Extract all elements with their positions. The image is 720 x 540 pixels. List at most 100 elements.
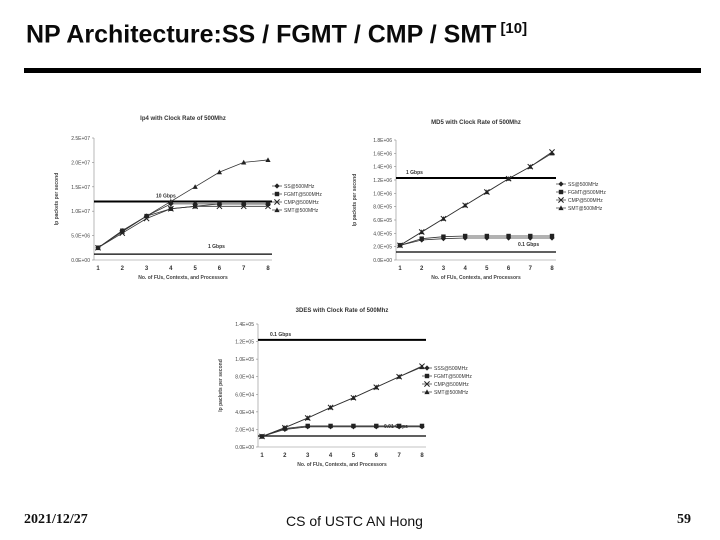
slide-title-text: NP Architecture:SS / FGMT / CMP / SMT [26, 20, 497, 49]
x-tick-label: 2 [283, 453, 287, 459]
slide-title: NP Architecture:SS / FGMT / CMP / SMT [10… [26, 20, 527, 49]
md5-chart: MD5 with Clock Rate of 500Mhz 0.0E+00 2.0E… [340, 112, 640, 292]
data-point [506, 233, 511, 239]
x-tick-label: 7 [529, 266, 533, 272]
data-point [350, 395, 357, 400]
legend-entry: FGMT@500MHz [434, 374, 472, 380]
x-axis-label: No. of FUs, Contexts, and Processors [138, 275, 228, 281]
x-tick-label: 8 [420, 453, 424, 459]
series-2 [95, 203, 271, 251]
page-number: 59 [677, 512, 691, 527]
legend-marker [558, 197, 564, 203]
legend-marker [274, 191, 280, 197]
y-tick-label: 0.0E+00 [71, 258, 90, 264]
legend-marker [424, 389, 430, 395]
footer-author: CS of USTC AN Hong [286, 513, 423, 529]
x-axis-label: No. of FUs, Contexts, and Processors [431, 275, 521, 281]
data-point [282, 425, 288, 430]
series-0 [95, 201, 271, 251]
slide-title-reference: [10] [500, 20, 528, 37]
legend-entry: CMP@500MHz [568, 198, 603, 204]
chart-svg: Ip4 with Clock Rate of 500Mhz 0.0E+00 5.0E… [54, 116, 322, 281]
y-tick-label: 8.0E+04 [235, 375, 254, 381]
legend-marker [274, 199, 280, 205]
data-point [192, 184, 198, 189]
data-point [441, 234, 446, 239]
y-tick-label: 1.4E+06 [373, 165, 392, 171]
x-tick-label: 2 [121, 266, 125, 272]
data-point [462, 233, 468, 239]
x-tick-label: 7 [397, 453, 401, 459]
data-point [528, 233, 533, 239]
legend-entry: FGMT@500MHz [568, 190, 606, 196]
legend-entry: SSS@500MHz [434, 366, 468, 372]
3des-chart: 3DES with Clock Rate of 500Mhz 0.0E+00 2.0… [212, 300, 472, 470]
x-tick-label: 8 [266, 266, 270, 272]
y-axis-label: Ip packets per second [218, 359, 224, 412]
legend-entry: FGMT@500MHz [284, 192, 322, 198]
data-point [95, 245, 101, 250]
y-tick-label: 6.0E+05 [373, 218, 392, 224]
data-point [328, 423, 333, 429]
data-point [484, 189, 490, 195]
series-line [399, 152, 553, 246]
reference-line-label: 1 Gbps [406, 170, 423, 176]
x-tick-label: 5 [352, 453, 356, 459]
legend-marker [424, 365, 430, 371]
data-point [265, 201, 271, 207]
y-tick-label: 2.5E+07 [71, 136, 90, 142]
data-point [241, 201, 246, 207]
legend-marker [274, 183, 280, 189]
footer-date: 2021/12/27 [24, 512, 88, 527]
data-point [119, 229, 125, 234]
legend-entry: SS@500MHz [284, 184, 315, 190]
series-line [399, 235, 552, 246]
chart-title: 3DES with Clock Rate of 500Mhz [296, 308, 389, 314]
chart-svg: MD5 with Clock Rate of 500Mhz 0.0E+00 2.0E… [352, 120, 606, 281]
x-tick-label: 7 [242, 266, 246, 272]
data-point [373, 384, 379, 390]
y-tick-label: 8.0E+05 [373, 205, 392, 211]
x-tick-label: 4 [463, 266, 467, 272]
data-point [259, 433, 265, 439]
data-point [419, 423, 425, 429]
legend: SSS@500MHz FGMT@500MHz CMP@500MHz SMT@500MH… [422, 365, 472, 396]
y-tick-label: 1.2E+06 [373, 178, 392, 184]
reference-line-label: 1 Gbps [208, 244, 225, 250]
x-tick-label: 1 [398, 266, 402, 272]
x-tick-label: 8 [550, 266, 554, 272]
data-point [167, 205, 174, 212]
data-point [419, 229, 425, 235]
data-point [305, 415, 311, 421]
series-3 [259, 364, 425, 439]
data-point [396, 423, 402, 429]
y-tick-label: 1.5E+07 [71, 185, 90, 191]
x-tick-label: 3 [442, 266, 446, 272]
legend-entry: CMP@500MHz [284, 200, 319, 206]
data-point [505, 176, 512, 181]
legend-entry: SMT@500MHz [284, 208, 319, 214]
y-tick-label: 0.0E+00 [373, 258, 392, 264]
data-point [440, 216, 447, 221]
legend-marker [558, 205, 564, 211]
series-line [97, 203, 268, 249]
x-tick-label: 5 [485, 266, 489, 272]
reference-line-label: 0.1 Gbps [270, 332, 291, 338]
series-line [261, 366, 423, 437]
x-tick-label: 1 [260, 453, 264, 459]
x-tick-label: 3 [306, 453, 310, 459]
data-point [549, 233, 555, 239]
legend-marker [424, 381, 430, 387]
y-axis-label: Ip packets per second [54, 173, 60, 226]
data-point [265, 157, 271, 163]
data-point [241, 159, 247, 165]
legend-entry: CMP@500MHz [434, 382, 469, 388]
y-tick-label: 1.4E+05 [235, 322, 254, 328]
data-point [216, 203, 223, 210]
x-tick-label: 6 [218, 266, 222, 272]
legend-marker [558, 189, 564, 195]
reference-line-label: 0.1 Gbps [518, 242, 539, 248]
y-tick-label: 0.0E+00 [235, 445, 254, 451]
x-tick-label: 6 [507, 266, 511, 272]
series-1 [95, 201, 271, 250]
